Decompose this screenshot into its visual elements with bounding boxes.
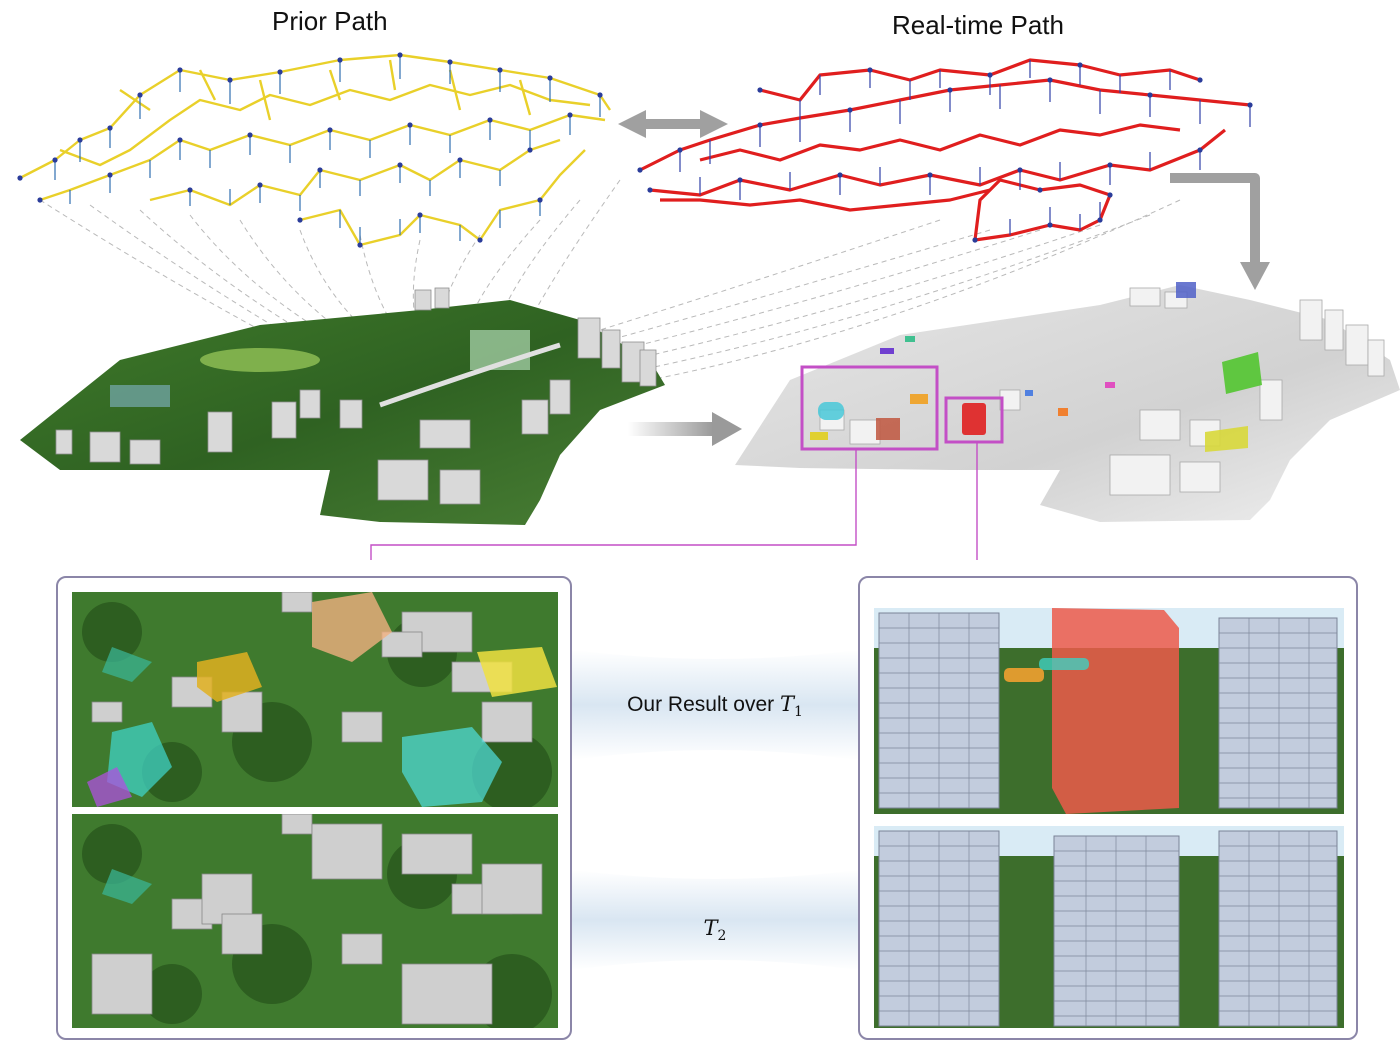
connector-left bbox=[370, 449, 857, 560]
band-backgrounds bbox=[572, 650, 858, 970]
realtime-path-nodes bbox=[637, 62, 1253, 243]
realtime-path-network bbox=[639, 58, 1251, 242]
realtime-path-title: Real-time Path bbox=[892, 10, 1064, 40]
aerial-view-t2 bbox=[72, 814, 558, 1028]
prior-path-stems bbox=[54, 55, 601, 245]
down-arrow bbox=[1170, 173, 1270, 290]
highlight-box-left bbox=[800, 365, 939, 451]
right-comparison-panel bbox=[858, 576, 1358, 1040]
top-illustration bbox=[17, 52, 1400, 560]
aerial-view-t1 bbox=[72, 592, 558, 807]
left-comparison-panel bbox=[56, 576, 572, 1040]
prior-path-network bbox=[19, 53, 611, 247]
band-label-t2: T2 bbox=[703, 916, 727, 945]
double-arrow bbox=[618, 110, 728, 138]
model-arrow bbox=[628, 412, 742, 446]
band-label-t1: Our Result over T1 bbox=[627, 692, 803, 721]
towers-view-t1 bbox=[874, 608, 1344, 814]
highlight-box-right bbox=[944, 396, 1004, 444]
textured-city-model bbox=[20, 287, 665, 525]
realtime-path-stems bbox=[679, 60, 1251, 235]
segmented-city-model bbox=[735, 282, 1400, 522]
towers-view-t2 bbox=[874, 826, 1344, 1028]
prior-path-title: Prior Path bbox=[272, 6, 388, 36]
prior-path-nodes bbox=[17, 52, 603, 248]
